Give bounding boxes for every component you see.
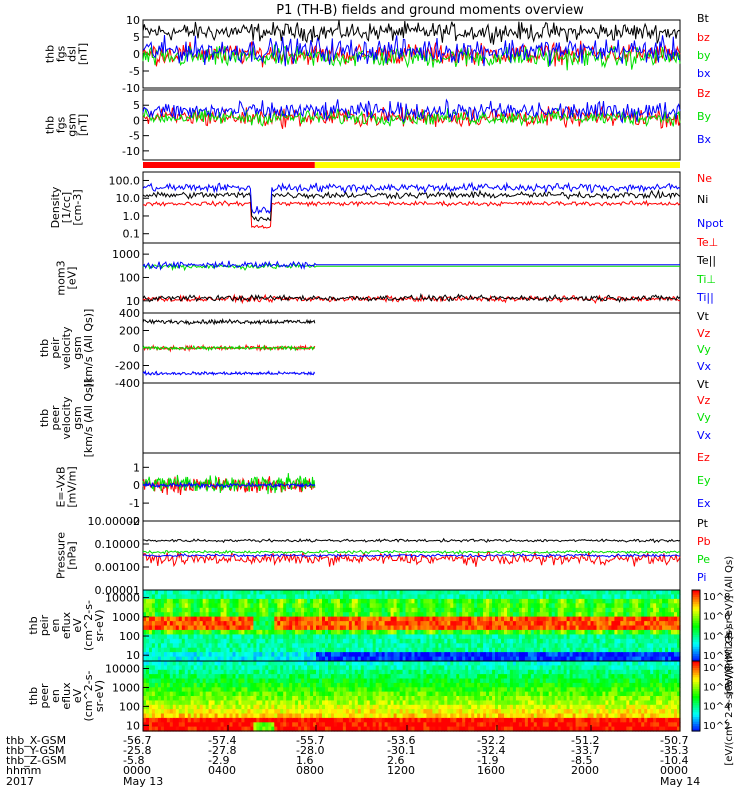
- series-line-Ey: [143, 473, 315, 494]
- legend-entry: Vx: [697, 429, 712, 442]
- y-tick-label: 200: [119, 325, 140, 338]
- series-line-by: [143, 45, 680, 71]
- legend-entry: Pi: [697, 571, 706, 584]
- y-axis-label: [km/s (All Qs)]: [82, 379, 95, 458]
- panel-frame: [143, 172, 680, 243]
- legend-entry: bx: [697, 67, 711, 80]
- y-axis-label: [eV]: [66, 267, 79, 290]
- series-line-Pb: [143, 552, 680, 567]
- legend-entry: Te||: [696, 254, 716, 267]
- y-axis-label: [nT]: [77, 114, 90, 136]
- panel-frame: [143, 243, 680, 313]
- y-tick-label: 10: [126, 14, 140, 27]
- legend-entry: Ex: [697, 497, 711, 510]
- series-line-Vt: [143, 320, 315, 325]
- panel-frame: [143, 383, 680, 453]
- y-axis-label: sr-eV): [93, 609, 106, 641]
- y-tick-label: 0: [133, 342, 140, 355]
- y-tick-label: 400: [119, 307, 140, 320]
- series-line-Ni: [143, 191, 680, 221]
- legend-entry: Ti⊥: [696, 273, 716, 286]
- legend-entry: by: [697, 49, 711, 62]
- y-tick-label: 0.10000: [95, 538, 141, 551]
- y-tick-label: -5: [129, 65, 140, 78]
- y-tick-label: 0: [133, 48, 140, 61]
- y-tick-label: 0.00100: [95, 561, 141, 574]
- series-line-Npot: [143, 183, 680, 213]
- panel-frame: [143, 90, 680, 160]
- legend-entry: Ti||: [696, 291, 714, 304]
- legend-entry: Npot: [697, 217, 724, 230]
- panel-density: 100.010.01.00.1Density[1/cc][cm-3]NeNiNp…: [49, 172, 724, 243]
- legend-entry: By: [697, 110, 712, 123]
- y-axis-label: [km/s (All Qs)]: [82, 309, 95, 388]
- y-tick-label: 1.0: [123, 210, 141, 223]
- y-axis-label: [nPa]: [66, 541, 79, 569]
- legend-entry: Te⊥: [696, 236, 718, 249]
- panel-peer_eflux: 10000100010010thbpeerenefluxeV(cm^2-s-sr…: [27, 661, 681, 732]
- legend-entry: Pt: [697, 517, 709, 530]
- panel-pressure: 10.000000.100000.001000.00001Pressure[nP…: [55, 515, 711, 597]
- y-tick-label: -200: [115, 360, 140, 373]
- legend-entry: Bz: [697, 87, 711, 100]
- legend-entry: Vy: [697, 411, 711, 424]
- y-tick-label: 1: [133, 461, 140, 474]
- legend-entry: Ez: [697, 451, 710, 464]
- y-tick-label: 10: [126, 649, 140, 662]
- legend-entry: Vz: [697, 327, 711, 340]
- y-axis-label: [nT]: [77, 43, 90, 65]
- legend-entry: Bt: [697, 12, 710, 25]
- y-tick-label: 1000: [112, 248, 140, 261]
- legend-entry: Ne: [697, 172, 712, 185]
- y-tick-label: -1: [129, 497, 140, 510]
- y-tick-label: 10.0: [116, 192, 141, 205]
- legend-entry: Pb: [697, 535, 711, 548]
- y-tick-label: -10: [122, 82, 140, 95]
- legend-entry: Ni: [697, 193, 708, 206]
- legend-entry: Vx: [697, 360, 712, 373]
- y-tick-label: 0.1: [123, 228, 141, 241]
- series-line-Ne: [143, 201, 680, 228]
- y-tick-label: -5: [129, 130, 140, 143]
- legend-entry: bz: [697, 31, 710, 44]
- legend-entry: Vy: [697, 343, 711, 356]
- y-tick-label: 0: [133, 114, 140, 127]
- series-line-Pe: [143, 550, 680, 553]
- y-tick-label: -400: [115, 377, 140, 390]
- y-tick-label: 100: [119, 271, 140, 284]
- legend-entry: Vz: [697, 394, 711, 407]
- legend-entry: Ey: [697, 474, 711, 487]
- series-line-Pt: [143, 539, 680, 543]
- y-tick-label: 10000: [105, 592, 140, 605]
- legend-entry: Bx: [697, 133, 712, 146]
- y-tick-label: 10.00000: [88, 515, 141, 528]
- panel-peir_eflux: 10000100010010thbpeirenefluxeV(cm^2-s-sr…: [27, 590, 681, 662]
- y-axis-label: [mV/m]: [66, 466, 79, 507]
- chart-title: P1 (TH-B) fields and ground moments over…: [276, 3, 584, 18]
- y-tick-label: 5: [133, 99, 140, 112]
- legend-entry: Vt: [697, 378, 710, 391]
- y-tick-label: 100: [119, 630, 140, 643]
- legend-entry: Pe: [697, 553, 710, 566]
- series-line-Vx: [143, 371, 315, 375]
- y-tick-label: 1000: [112, 611, 140, 624]
- y-tick-label: 100.0: [109, 174, 141, 187]
- y-tick-label: 0: [133, 479, 140, 492]
- y-tick-label: 10: [126, 295, 140, 308]
- y-tick-label: 5: [133, 31, 140, 44]
- y-axis-label: [cm-3]: [71, 189, 84, 225]
- series-line-Bt: [143, 20, 680, 45]
- legend-entry: Vt: [697, 310, 710, 323]
- series-line-Ti||: [143, 261, 680, 269]
- y-tick-label: -10: [122, 145, 140, 158]
